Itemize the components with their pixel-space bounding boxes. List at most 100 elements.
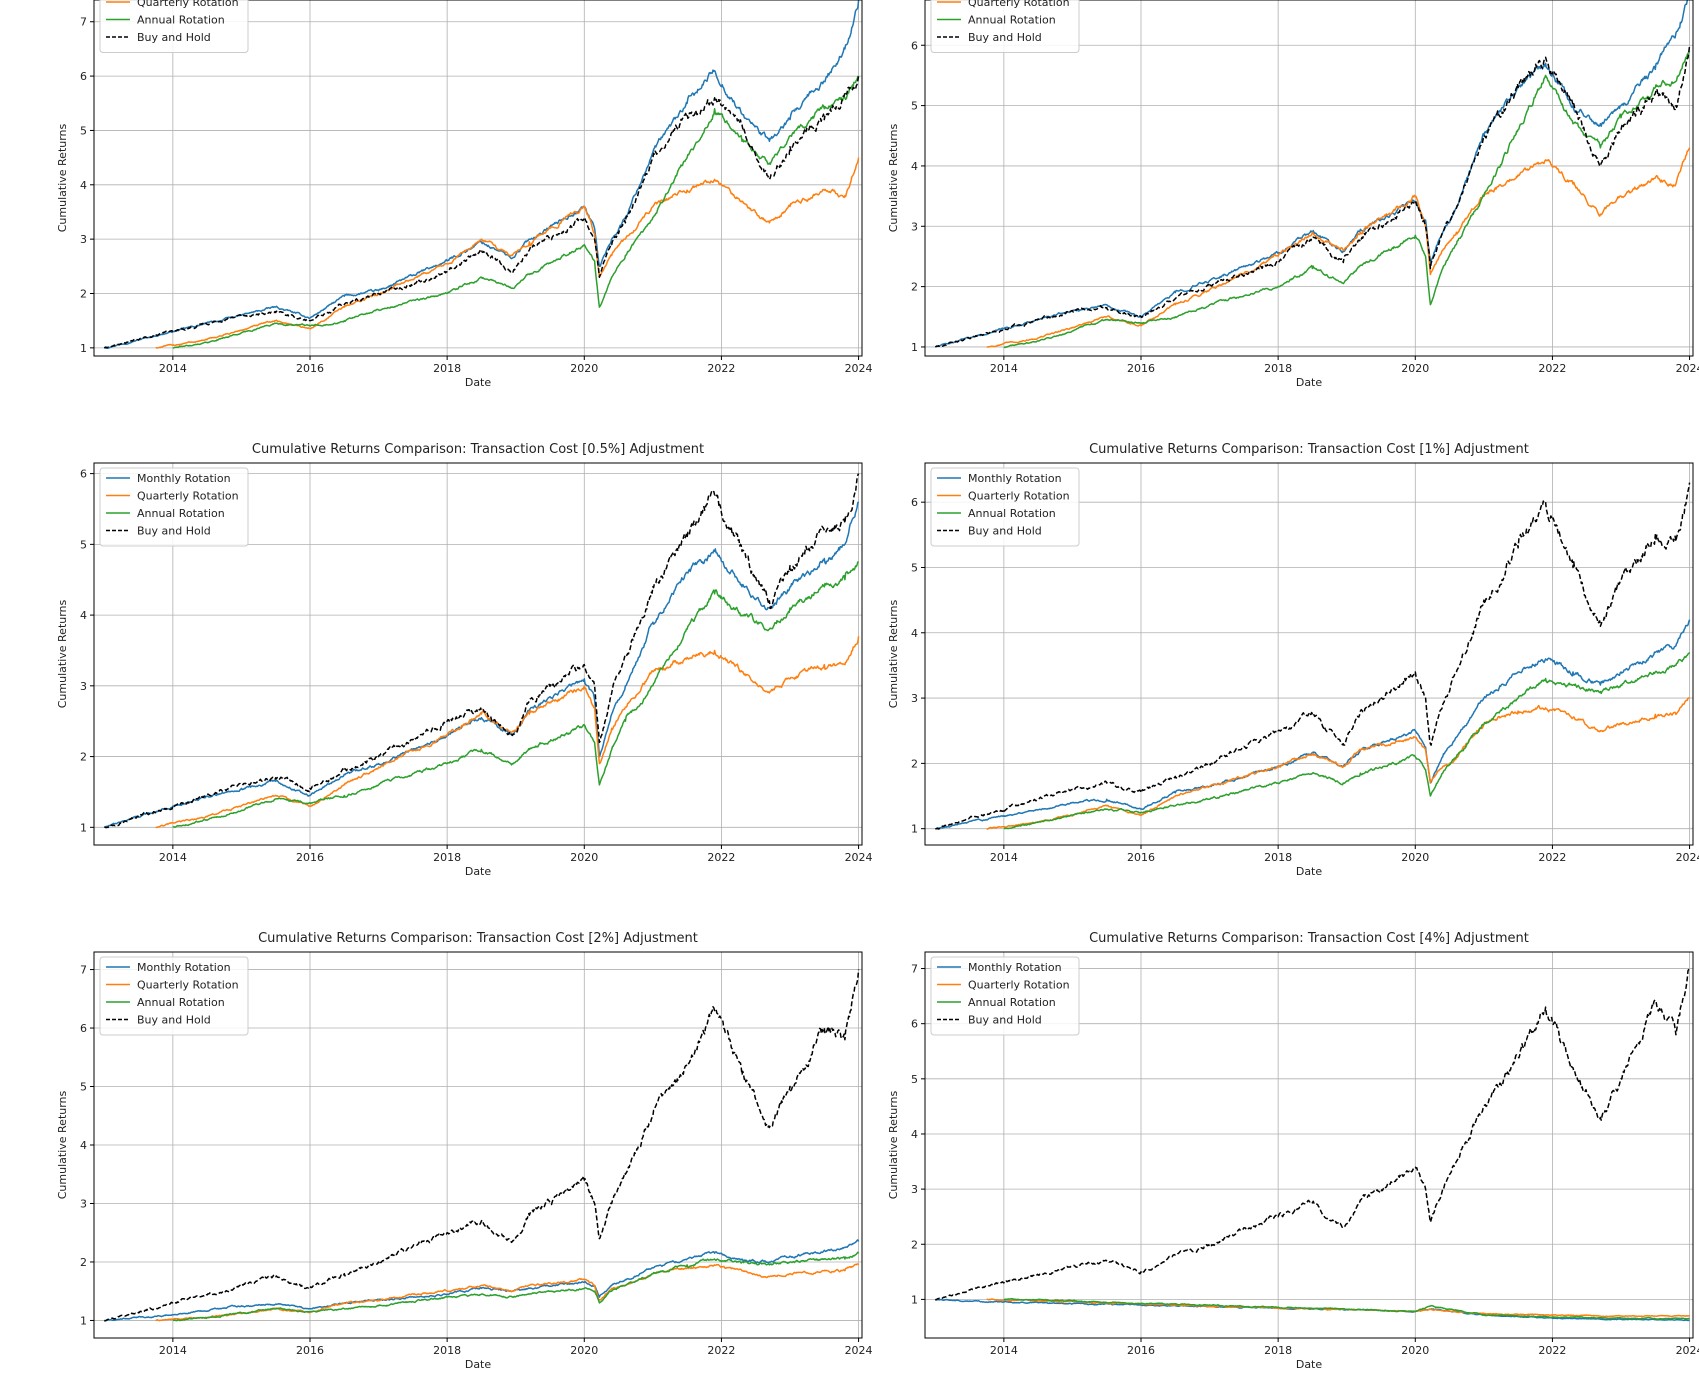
chart-panel-4: Cumulative Returns Comparison: Transacti… — [887, 442, 1699, 878]
x-tick-label: 2016 — [1127, 851, 1155, 864]
x-tick-label: 2022 — [1538, 851, 1566, 864]
series-line-quarterly — [155, 157, 860, 349]
y-tick-label: 2 — [80, 287, 87, 300]
legend-label-buyhold: Buy and Hold — [968, 525, 1042, 538]
legend-label-monthly: Monthly Rotation — [968, 472, 1062, 485]
x-tick-label: 2024 — [1676, 1344, 1699, 1357]
x-tick-label: 2018 — [433, 851, 461, 864]
y-tick-label: 7 — [80, 964, 87, 977]
chart-title: Cumulative Returns Comparison: Transacti… — [258, 931, 698, 946]
y-tick-label: 3 — [80, 680, 87, 693]
x-axis-label: Date — [465, 865, 492, 878]
legend-label-annual: Annual Rotation — [137, 14, 225, 27]
legend-label-quarterly: Quarterly Rotation — [968, 490, 1070, 503]
x-tick-label: 2024 — [845, 851, 873, 864]
x-tick-label: 2020 — [570, 362, 598, 375]
legend-label-buyhold: Buy and Hold — [137, 525, 211, 538]
x-tick-label: 2018 — [1264, 851, 1292, 864]
series-line-monthly — [104, 0, 860, 349]
y-tick-label: 5 — [911, 1073, 918, 1086]
series-line-annual — [172, 75, 859, 349]
legend-label-quarterly: Quarterly Rotation — [137, 0, 239, 9]
x-tick-label: 2024 — [845, 1344, 873, 1357]
legend: Quarterly Rotation Annual Rotation Buy and… — [99, 0, 249, 53]
y-axis-label: Cumulative Returns — [56, 1090, 69, 1199]
x-tick-label: 2022 — [1538, 1344, 1566, 1357]
legend-label-monthly: Monthly Rotation — [137, 472, 231, 485]
series-line-annual — [1003, 50, 1691, 349]
x-tick-label: 2014 — [159, 1344, 187, 1357]
legend-label-buyhold: Buy and Hold — [137, 31, 211, 44]
series-line-monthly — [104, 501, 860, 828]
legend: Monthly Rotation Quarterly Rotation Annual… — [930, 467, 1080, 547]
y-tick-label: 4 — [911, 627, 918, 640]
x-tick-label: 2024 — [1676, 362, 1699, 375]
x-tick-label: 2020 — [570, 1344, 598, 1357]
y-tick-label: 2 — [911, 757, 918, 770]
y-tick-label: 2 — [911, 1238, 918, 1251]
series-line-monthly — [104, 1239, 860, 1322]
y-tick-label: 1 — [80, 1314, 87, 1327]
legend: Monthly Rotation Quarterly Rotation Annual… — [99, 467, 249, 547]
chart-panel-1: 2014 2016 2018 2020 2022 2024 1 2 3 4 5 6 7 Date Cumul… — [56, 0, 873, 389]
legend-box — [99, 467, 249, 547]
legend-label-annual: Annual Rotation — [137, 996, 225, 1009]
x-tick-label: 2016 — [296, 362, 324, 375]
chart-panel-6: Cumulative Returns Comparison: Transacti… — [887, 931, 1699, 1371]
chart-title: Cumulative Returns Comparison: Transacti… — [252, 442, 704, 457]
series-line-buyhold — [934, 968, 1691, 1301]
legend-label-quarterly: Quarterly Rotation — [137, 490, 239, 503]
y-axis-label: Cumulative Returns — [887, 123, 900, 232]
legend: Quarterly Rotation Annual Rotation Buy and… — [930, 0, 1080, 53]
y-tick-label: 5 — [80, 538, 87, 551]
y-axis-label: Cumulative Returns — [56, 123, 69, 232]
y-tick-label: 3 — [911, 692, 918, 705]
series-line-buyhold — [935, 482, 1691, 830]
y-tick-label: 6 — [911, 1018, 918, 1031]
y-tick-label: 5 — [911, 561, 918, 574]
x-axis-label: Date — [1296, 376, 1323, 389]
legend-box — [930, 467, 1080, 547]
y-tick-label: 5 — [80, 1081, 87, 1094]
y-tick-label: 2 — [80, 1256, 87, 1269]
x-tick-label: 2016 — [296, 1344, 324, 1357]
x-tick-label: 2022 — [1538, 362, 1566, 375]
y-tick-label: 5 — [911, 100, 918, 113]
y-tick-label: 6 — [911, 39, 918, 52]
y-axis-label: Cumulative Returns — [887, 1090, 900, 1199]
plot-frame — [93, 462, 863, 846]
x-tick-label: 2016 — [296, 851, 324, 864]
y-tick-label: 7 — [80, 16, 87, 29]
chart-title: Cumulative Returns Comparison: Transacti… — [1089, 931, 1529, 946]
legend-box — [930, 0, 1080, 53]
series-line-buyhold — [935, 45, 1691, 348]
legend-box — [99, 0, 249, 53]
plot-frame — [924, 462, 1694, 846]
series-line-quarterly — [986, 697, 1690, 830]
y-tick-label: 2 — [911, 281, 918, 294]
legend-label-annual: Annual Rotation — [968, 996, 1056, 1009]
legend: Monthly Rotation Quarterly Rotation Annual… — [99, 956, 249, 1036]
legend-label-quarterly: Quarterly Rotation — [137, 979, 239, 992]
y-axis-label: Cumulative Returns — [56, 599, 69, 708]
x-tick-label: 2022 — [707, 851, 735, 864]
y-tick-label: 4 — [80, 609, 87, 622]
y-tick-label: 6 — [80, 468, 87, 481]
legend-box — [99, 956, 249, 1036]
x-tick-label: 2024 — [845, 362, 873, 375]
series-line-quarterly — [986, 147, 1691, 348]
x-tick-label: 2020 — [1401, 1344, 1429, 1357]
y-tick-label: 4 — [80, 179, 87, 192]
y-tick-label: 6 — [911, 496, 918, 509]
y-tick-label: 3 — [911, 220, 918, 233]
y-tick-label: 1 — [80, 821, 87, 834]
x-tick-label: 2022 — [707, 362, 735, 375]
chart-panel-2: 2014 2016 2018 2020 2022 2024 1 2 3 4 5 6 Date Cumula… — [887, 0, 1699, 389]
series-line-quarterly — [155, 636, 860, 829]
x-tick-label: 2018 — [1264, 362, 1292, 375]
chart-panel-5: Cumulative Returns Comparison: Transacti… — [56, 931, 873, 1371]
y-tick-label: 1 — [80, 342, 87, 355]
legend-label-annual: Annual Rotation — [968, 14, 1056, 27]
plot-frame — [924, 0, 1694, 357]
